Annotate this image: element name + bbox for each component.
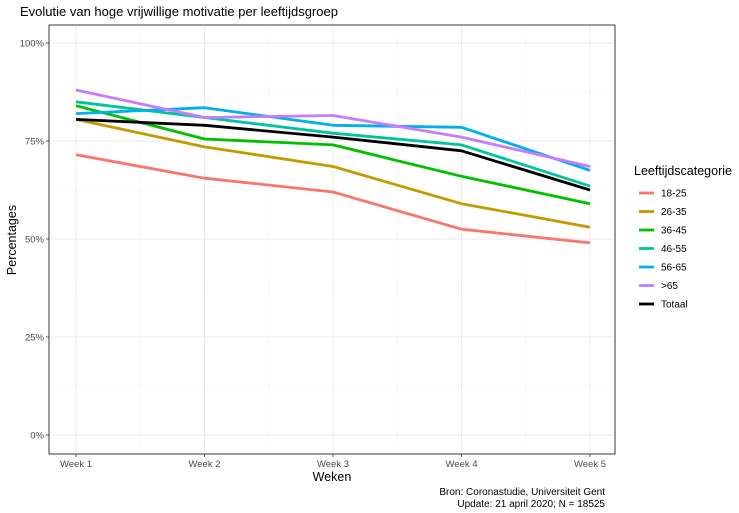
y-tick-label: 75%: [25, 136, 45, 147]
legend-label-56-65: 56-65: [661, 263, 687, 274]
series-line-totaal: [75, 118, 591, 192]
x-tick-label: Week 5: [574, 459, 606, 470]
caption-source: Bron: Coronastudie, Universiteit Gent: [439, 487, 605, 498]
x-tick-label: Week 3: [317, 459, 349, 470]
x-tick-label: Week 4: [445, 459, 477, 470]
x-tick-label: Week 1: [60, 459, 92, 470]
x-axis: Week 1 Week 2 Week 3 Week 4 Week 5: [60, 454, 606, 470]
y-tick-label: 0%: [30, 430, 44, 441]
y-axis-title: Percentages: [5, 205, 19, 275]
series-line-36-45: [75, 104, 591, 206]
series-line-26-35: [75, 118, 591, 229]
y-tick-label: 25%: [25, 332, 45, 343]
legend-label-36-45: 36-45: [661, 226, 687, 237]
series-lines: [75, 88, 591, 245]
series-line-18-25: [75, 153, 591, 245]
legend-label-gt65: >65: [661, 281, 678, 292]
legend-title: Leeftijdscategorie: [634, 164, 732, 178]
y-tick-label: 50%: [25, 234, 45, 245]
legend: Leeftijdscategorie 18-25 26-35 36-45 46-55 5…: [634, 164, 732, 311]
legend-label-totaal: Totaal: [661, 300, 688, 311]
series-line-65: [75, 88, 591, 168]
caption-update: Update: 21 april 2020; N = 18525: [457, 499, 605, 510]
x-tick-label: Week 2: [188, 459, 220, 470]
legend-label-18-25: 18-25: [661, 189, 687, 200]
y-axis: 0% 25% 50% 75% 100%: [20, 38, 49, 441]
chart-title: Evolutie van hoge vrijwillige motivatie …: [20, 4, 338, 19]
y-tick-label: 100%: [20, 38, 45, 49]
legend-label-26-35: 26-35: [661, 207, 687, 218]
plot-border: [48, 24, 616, 455]
legend-label-46-55: 46-55: [661, 244, 687, 255]
x-axis-title: Weken: [313, 470, 352, 484]
series-line-46-55: [75, 100, 591, 188]
grid: [49, 25, 615, 454]
